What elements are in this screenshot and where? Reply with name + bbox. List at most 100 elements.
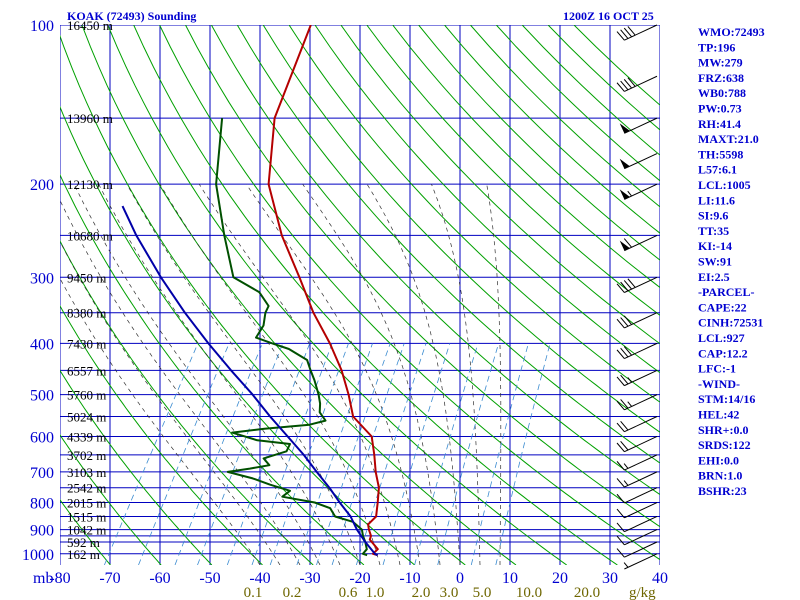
pressure-axis-unit: mb <box>33 570 53 587</box>
barb-full <box>616 548 625 558</box>
barb-full <box>616 522 625 533</box>
chart-title: KOAK (72493) Sounding <box>67 9 196 23</box>
mixing-ratio-label: 10.0 <box>516 585 542 600</box>
wind-barb <box>616 24 658 41</box>
height-label: 7430 m <box>67 336 106 351</box>
barb-flag <box>619 189 630 200</box>
dry-adiabat <box>262 25 660 433</box>
index-value: MAXT:21.0 <box>698 132 759 146</box>
mixing-ratio-line <box>138 343 230 565</box>
mixing-ratio-line <box>251 343 333 565</box>
height-label: 13960 m <box>67 111 113 126</box>
temperature-line <box>267 25 380 557</box>
barb-full <box>627 77 636 87</box>
dry-adiabat <box>288 25 660 403</box>
barb-full <box>627 278 636 288</box>
height-label: 162 m <box>67 547 100 562</box>
pressure-label: 1000 <box>22 547 54 564</box>
index-value: RH:41.4 <box>698 117 741 131</box>
barb-full <box>620 29 629 39</box>
pressure-label: 400 <box>30 336 54 353</box>
index-value: CAPE:22 <box>698 300 747 314</box>
mixing-ratio-line <box>382 343 451 565</box>
moist-adiabat <box>366 184 461 565</box>
temperature-tick: -30 <box>299 570 320 587</box>
wind-barb <box>616 454 658 471</box>
height-label: 1515 m <box>67 509 106 524</box>
dry-adiabat <box>0 25 9 565</box>
dry-adiabat <box>159 25 660 561</box>
temperature-tick: -50 <box>199 570 220 587</box>
temperature-tick: -60 <box>149 570 170 587</box>
index-value: SW:91 <box>698 255 732 269</box>
dry-adiabat <box>573 25 660 106</box>
dry-adiabat <box>521 25 660 156</box>
mixing-ratio-line <box>174 343 263 565</box>
barb-staff <box>624 471 658 488</box>
mixing-ratio-line <box>470 343 529 565</box>
barb-full <box>620 80 629 91</box>
mixing-ratio-label: 1.0 <box>366 585 385 600</box>
mixing-ratio-label: 2.0 <box>412 585 431 600</box>
moist-adiabat <box>60 277 261 565</box>
dry-adiabat <box>314 25 660 374</box>
temperature-tick: 0 <box>456 570 464 587</box>
barb-full <box>616 422 625 433</box>
barb-staff <box>624 553 658 570</box>
barb-staff <box>624 276 658 293</box>
mixing-ratio-label: 0.1 <box>244 585 263 600</box>
temperature-tick: 10 <box>502 570 518 587</box>
barb-full <box>620 399 629 409</box>
dry-adiabat <box>340 25 660 345</box>
barb-full <box>623 346 633 356</box>
index-value: WB0:788 <box>698 86 746 100</box>
moist-adiabat <box>486 184 502 565</box>
dry-adiabat <box>210 25 660 496</box>
barb-staff <box>624 541 658 558</box>
index-value: SRDS:122 <box>698 438 751 452</box>
height-label: 2015 m <box>67 496 106 511</box>
mixing-ratio-line <box>296 343 373 565</box>
barb-full <box>620 281 629 292</box>
moist-adiabat <box>126 184 361 565</box>
index-value: KI:-14 <box>698 239 732 253</box>
mixing-ratio-line <box>495 343 551 565</box>
chart-series <box>121 25 380 557</box>
dry-adiabat <box>418 25 660 261</box>
mixing-ratio-line <box>414 343 479 565</box>
height-label: 592 m <box>67 535 100 550</box>
pressure-label: 100 <box>30 18 54 35</box>
index-value: L57:6.1 <box>698 163 737 177</box>
barb-full <box>616 318 625 329</box>
index-value: -PARCEL- <box>698 285 754 299</box>
temperature-tick: 20 <box>552 570 568 587</box>
barb-half <box>623 463 629 469</box>
mixing-ratio-line <box>437 343 499 565</box>
wind-barb <box>616 471 658 488</box>
wind-barb <box>616 529 658 546</box>
dry-adiabat <box>60 369 213 565</box>
dewpoint-line <box>215 118 368 557</box>
wind-barb <box>619 234 658 252</box>
chart-grid <box>0 25 660 565</box>
temperature-tick: -10 <box>399 570 420 587</box>
index-value: SHR+:0.0 <box>698 423 749 437</box>
barb-half <box>627 401 633 407</box>
height-label: 2542 m <box>67 481 106 496</box>
index-value: LFC:-1 <box>698 362 736 376</box>
barb-staff <box>624 502 658 519</box>
index-value: BRN:1.0 <box>698 469 742 483</box>
barb-staff <box>624 369 658 387</box>
barb-full <box>616 461 625 471</box>
moist-adiabat <box>98 184 341 565</box>
height-label: 16450 m <box>67 18 113 33</box>
barb-full <box>627 26 636 36</box>
temperature-tick: -80 <box>49 570 70 587</box>
chart-time: 1200Z 16 OCT 25 <box>563 9 654 23</box>
mixing-ratio-line <box>197 343 284 565</box>
wind-barb <box>616 541 658 558</box>
dry-adiabat <box>60 434 162 565</box>
dry-adiabat <box>107 25 567 565</box>
